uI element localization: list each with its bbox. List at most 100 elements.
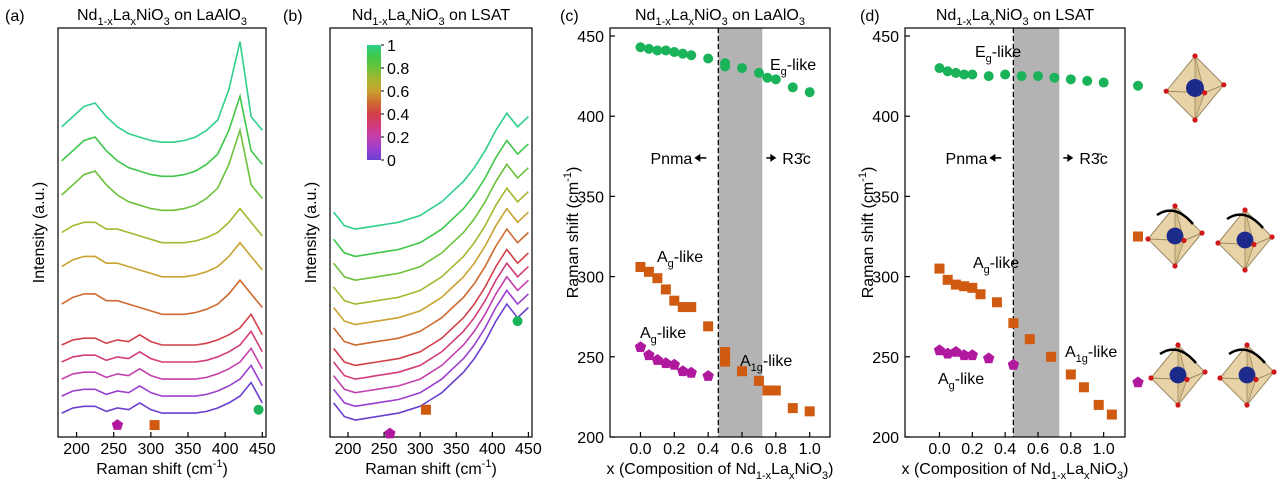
octahedron-edge [1183, 232, 1203, 241]
point [677, 302, 688, 313]
point [703, 321, 714, 332]
text-part: -like [1088, 344, 1117, 361]
x-tick-label: 300 [138, 441, 165, 458]
point [753, 375, 764, 386]
point [804, 406, 815, 417]
panel-title: Nd1-xLaxNiO3 on LSAT [352, 7, 510, 28]
rotation-arrow [1226, 213, 1264, 229]
rotation-arrow [1156, 209, 1194, 225]
point [753, 67, 764, 78]
atom-o [1181, 237, 1187, 244]
text-part: -like [787, 57, 816, 74]
phase-label: Pnma [651, 151, 693, 168]
point [1016, 71, 1027, 82]
spectrum [332, 207, 529, 326]
atom-ni [1238, 366, 1256, 384]
octahedron-icon [1145, 203, 1205, 269]
text-part: Nd [77, 7, 97, 24]
atom-o [1202, 90, 1208, 96]
text-part: on LaAlO [170, 7, 241, 24]
text-part: 3 [241, 16, 247, 28]
text-part: -like [763, 353, 792, 370]
point [959, 69, 970, 80]
point [770, 385, 781, 396]
point [703, 53, 714, 64]
text-part: 1-x [655, 16, 671, 28]
point [720, 356, 731, 367]
x-tick-label: 300 [407, 441, 434, 458]
x-tick-label: 0.6 [1027, 441, 1049, 458]
text-part: A [657, 249, 668, 266]
colorbar-tick-label: 0.4 [387, 107, 409, 124]
x-tick-label: 0.6 [731, 441, 753, 458]
point [635, 261, 646, 272]
text-part: La [771, 461, 789, 478]
text-part: -like [657, 325, 686, 342]
point [934, 63, 945, 74]
text-part: 1g [1076, 353, 1088, 365]
plot-frame [904, 27, 1126, 438]
text-part: La [113, 7, 131, 24]
x-tick-label: 400 [212, 441, 239, 458]
point [950, 67, 961, 78]
spectrum [332, 289, 529, 408]
text-part: ) [828, 461, 833, 478]
text-part: La [388, 7, 406, 24]
text-part: g [984, 264, 990, 276]
mode-marker [420, 404, 431, 415]
octahedron-icon [1148, 342, 1208, 408]
point [958, 349, 970, 361]
arrow-head [1067, 153, 1074, 162]
point [1046, 351, 1057, 362]
text-part: -1 [482, 458, 492, 470]
text-part: NiO [1089, 461, 1117, 478]
phase-label: Pnma [946, 151, 988, 168]
side-marker [1132, 376, 1144, 388]
point [942, 274, 953, 285]
atom-o [1244, 402, 1250, 408]
text-part: NiO [694, 7, 722, 24]
text-part: g [949, 380, 955, 392]
y-tick-label: 200 [577, 430, 604, 447]
x-tick-label: 0.2 [663, 441, 685, 458]
text-part: Nd [352, 7, 372, 24]
y-axis-label: Raman shift (cm-1) [562, 167, 582, 299]
point [1007, 358, 1020, 370]
text-part: -1 [562, 172, 574, 182]
x-tick-label: 0.0 [629, 441, 651, 458]
text-part: Raman shift (cm [860, 182, 877, 298]
point [967, 69, 978, 80]
text-part: 1-x [1051, 470, 1067, 482]
atom-o [1221, 82, 1227, 88]
mode-marker [149, 420, 160, 431]
point [1032, 71, 1043, 82]
atom-o [1199, 230, 1205, 236]
x-tick-label: 1.0 [1093, 441, 1115, 458]
panel-title: Nd1-xLaxNiO3 on LaAlO3 [635, 7, 805, 28]
atom-o [1202, 369, 1208, 375]
text-part: 1-x [372, 16, 388, 28]
colorbar-tick-label: 0.2 [387, 130, 409, 147]
text-part: g [781, 66, 787, 78]
text-part: -like [674, 249, 703, 266]
x-tick-label: 350 [443, 441, 470, 458]
text-part: on LSAT [1029, 7, 1095, 24]
octahedron-icon [1215, 207, 1275, 273]
text-part: A [640, 325, 651, 342]
point [1098, 77, 1109, 88]
text-part: x [1084, 470, 1090, 482]
text-part: -1 [857, 172, 869, 182]
spectrum [332, 139, 529, 258]
point [983, 71, 994, 82]
x-tick-label: 1.0 [799, 441, 821, 458]
y-axis-label: Intensity (a.u.) [303, 182, 320, 283]
point [652, 45, 663, 56]
panel-label: (a) [5, 8, 25, 25]
spectrum [332, 275, 529, 394]
text-part: x [789, 470, 795, 482]
panel-title: Nd1-xLaxNiO3 on LSAT [936, 7, 1094, 28]
point [1000, 69, 1011, 80]
text-part: g [651, 334, 657, 346]
x-tick-label: 250 [100, 441, 127, 458]
